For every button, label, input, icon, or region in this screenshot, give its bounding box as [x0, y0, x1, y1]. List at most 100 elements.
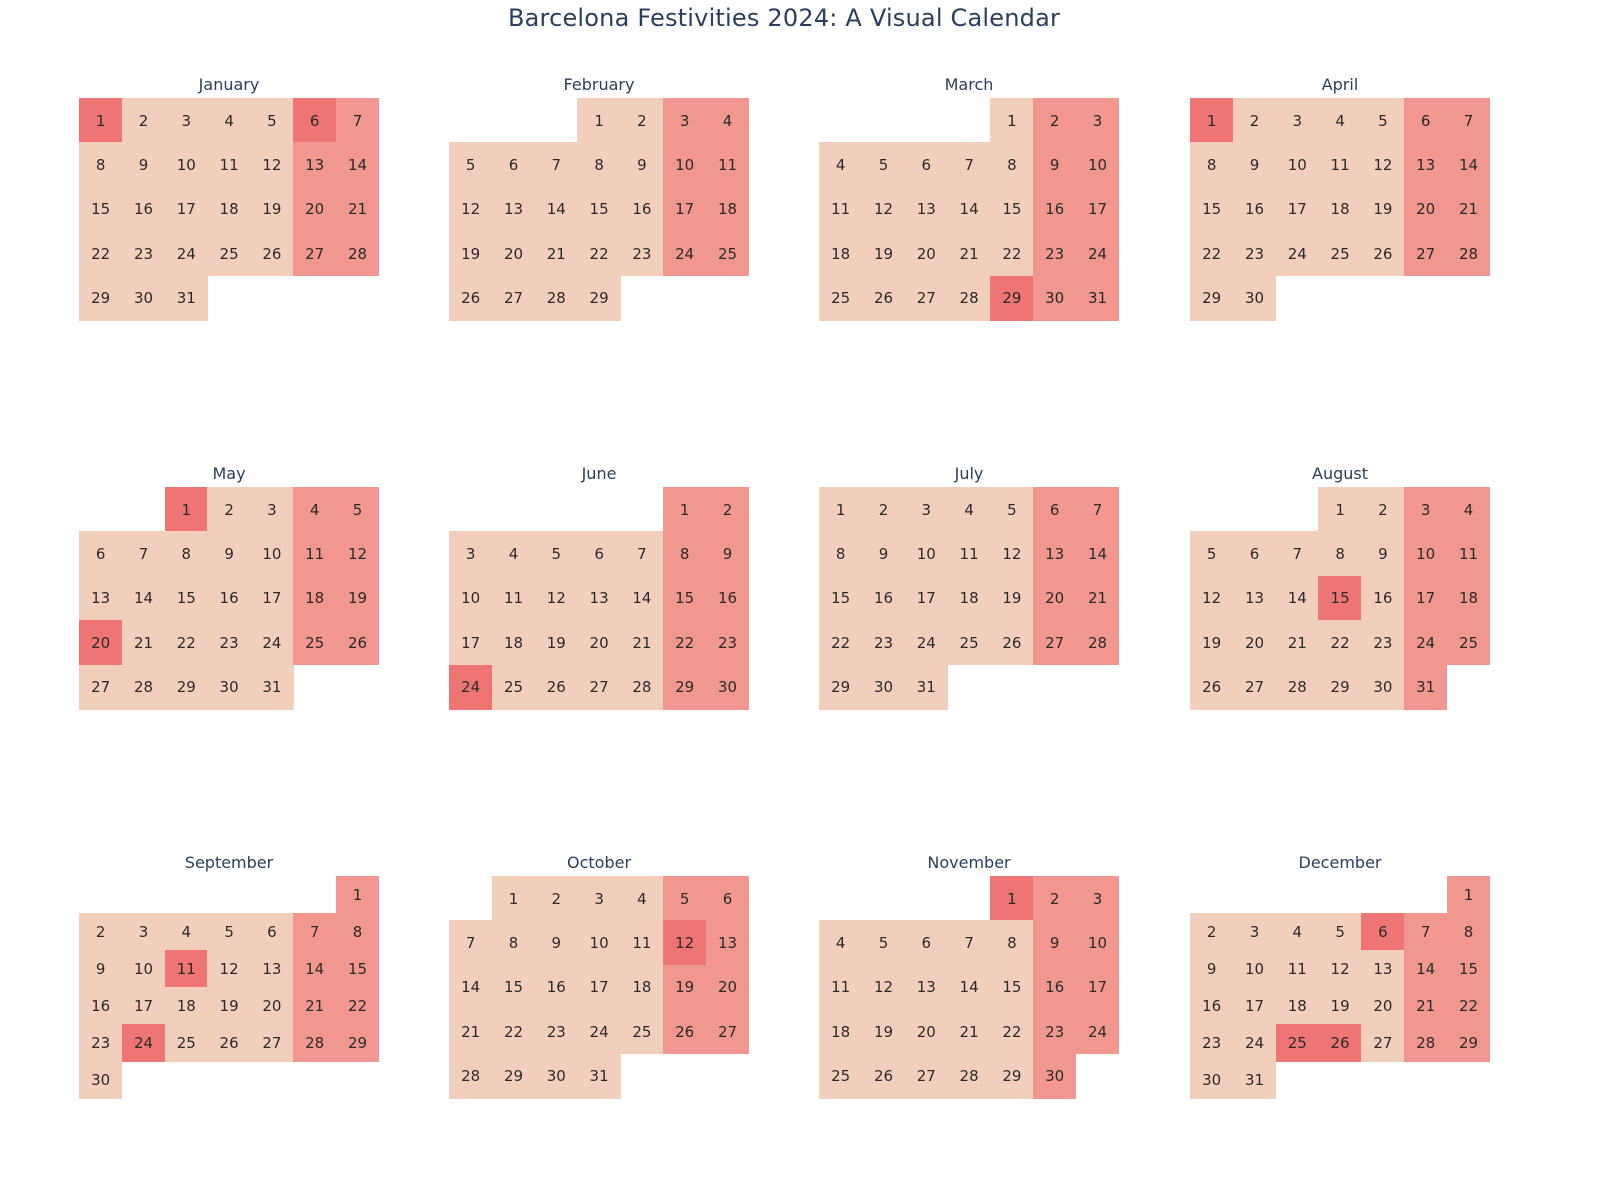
day-cell-weekday: 13	[577, 575, 621, 621]
day-cell-weekend: 13	[1033, 531, 1077, 577]
day-cell-weekday: 6	[250, 913, 294, 951]
day-cell-weekday: 21	[947, 231, 991, 277]
day-cell-weekday: 21	[121, 620, 166, 666]
day-cell-weekday: 5	[1361, 98, 1405, 143]
day-cell-weekday: 8	[491, 920, 536, 966]
day-cell-weekend: 18	[1446, 575, 1491, 621]
day-cell-weekend: 13	[293, 142, 337, 188]
day-cell-weekday: 15	[1190, 186, 1234, 232]
day-cell-weekday: 24	[577, 1009, 621, 1055]
day-cell-weekday: 27	[1232, 664, 1277, 710]
day-cell-weekend: 21	[1075, 575, 1120, 621]
day-cell-weekday: 23	[1361, 620, 1405, 666]
month-december: December 1 2 3 4 5 6 7 8 9 10 11 12 13 14 15 16 17 18 19 20 2…	[1190, 853, 1491, 1099]
day-cell-weekday: 2	[1361, 487, 1405, 532]
day-cell-weekday: 9	[1232, 142, 1277, 188]
day-cell-weekday: 26	[250, 231, 294, 277]
day-cell-weekday: 20	[491, 231, 536, 277]
day-cell-weekday: 30	[121, 275, 166, 321]
day-cell-holiday: 11	[164, 950, 208, 988]
day-cell-weekday: 22	[990, 1009, 1034, 1055]
day-cell-weekday: 19	[990, 575, 1034, 621]
day-cell-weekday: 25	[1318, 231, 1362, 277]
day-cell-weekday: 8	[1318, 531, 1362, 577]
day-cell-weekend: 14	[1446, 142, 1491, 188]
day-cell-weekday: 11	[491, 575, 536, 621]
day-cell-weekend: 7	[293, 913, 337, 951]
day-cell-weekend: 5	[663, 876, 707, 921]
day-cell-weekend: 31	[1404, 664, 1448, 710]
day-cell-weekday: 10	[1232, 950, 1277, 988]
day-cell-weekend: 17	[1075, 186, 1120, 232]
day-cell-weekend: 29	[1446, 1024, 1491, 1062]
month-august: August 1 2 3 4 5 6 7 8 9 10 11 12 13 14 15 16 17 18 19 20 21 2…	[1190, 464, 1491, 710]
day-cell-weekday: 5	[207, 913, 251, 951]
day-cell-weekday: 17	[449, 620, 493, 666]
day-cell-weekday: 15	[577, 186, 621, 232]
day-cell-weekday: 25	[620, 1009, 664, 1055]
day-cell-weekend: 7	[1075, 487, 1120, 532]
day-cell-weekend: 28	[1075, 620, 1120, 666]
day-cell-weekend: 11	[705, 142, 750, 188]
day-cell-weekday: 25	[819, 1053, 863, 1099]
day-cell-weekday: 15	[990, 964, 1034, 1010]
day-cell-weekday: 11	[620, 920, 664, 966]
month-january: January 1 2 3 4 5 6 7 8 9 10 11 12 13 14 15 16 17 18 19 20 21…	[79, 75, 380, 321]
day-cell-weekday: 28	[1275, 664, 1319, 710]
day-cell-weekend: 31	[1075, 275, 1120, 321]
month-title: December	[1298, 853, 1382, 872]
day-cell-weekday: 17	[904, 575, 948, 621]
day-cell-holiday: 1	[79, 98, 123, 143]
day-cell-weekday: 4	[1275, 913, 1319, 951]
day-cell-weekday: 26	[449, 275, 493, 321]
month-title: June	[581, 464, 617, 483]
day-cell-weekday: 22	[577, 231, 621, 277]
month-title: September	[184, 853, 274, 872]
day-cell-holiday: 1	[164, 487, 208, 532]
day-cell-holiday: 24	[449, 664, 493, 710]
day-cell-weekday: 21	[1275, 620, 1319, 666]
day-cell-weekday: 1	[577, 98, 621, 143]
day-cell-holiday: 24	[121, 1024, 166, 1062]
day-cell-weekday: 5	[861, 920, 906, 966]
day-cell-weekday: 20	[904, 231, 948, 277]
day-cell-weekend: 29	[335, 1024, 380, 1062]
day-cell-weekend: 10	[663, 142, 707, 188]
day-cell-weekday: 29	[1318, 664, 1362, 710]
day-cell-weekend: 22	[663, 620, 707, 666]
day-cell-weekday: 22	[79, 231, 123, 277]
day-cell-weekday: 18	[1318, 186, 1362, 232]
day-cell-weekday: 17	[164, 186, 208, 232]
day-cell-weekday: 30	[79, 1061, 123, 1099]
day-cell-holiday: 6	[293, 98, 337, 143]
day-cell-holiday: 1	[990, 876, 1034, 921]
day-cell-weekend: 21	[293, 987, 337, 1025]
day-cell-weekday: 30	[861, 664, 906, 710]
day-cell-weekday: 17	[1275, 186, 1319, 232]
day-cell-weekday: 2	[861, 487, 906, 532]
day-cell-weekday: 15	[79, 186, 123, 232]
day-cell-weekday: 6	[79, 531, 123, 577]
day-cell-weekend: 20	[293, 186, 337, 232]
day-cell-weekend: 11	[1446, 531, 1491, 577]
day-cell-weekday: 6	[491, 142, 536, 188]
day-cell-weekday: 16	[1361, 575, 1405, 621]
day-cell-weekday: 28	[947, 275, 991, 321]
day-cell-weekday: 31	[904, 664, 948, 710]
day-cell-weekend: 6	[705, 876, 750, 921]
day-cell-weekday: 2	[620, 98, 664, 143]
day-cell-weekday: 13	[904, 964, 948, 1010]
month-june: June 1 2 3 4 5 6 7 8 9 10 11 12 13 14 15 16 17 18 19 20 21 22 2…	[449, 464, 750, 710]
day-cell-weekday: 18	[819, 1009, 863, 1055]
day-cell-weekday: 14	[947, 964, 991, 1010]
day-cell-weekday: 16	[1190, 987, 1234, 1025]
day-cell-weekend: 21	[1446, 186, 1491, 232]
day-cell-weekday: 3	[164, 98, 208, 143]
day-cell-weekday: 8	[79, 142, 123, 188]
day-cell-weekend: 20	[1404, 186, 1448, 232]
day-cell-weekday: 12	[861, 186, 906, 232]
day-cell-weekend: 1	[335, 876, 380, 914]
day-cell-holiday: 6	[1361, 913, 1405, 951]
day-cell-weekday: 27	[1361, 1024, 1405, 1062]
